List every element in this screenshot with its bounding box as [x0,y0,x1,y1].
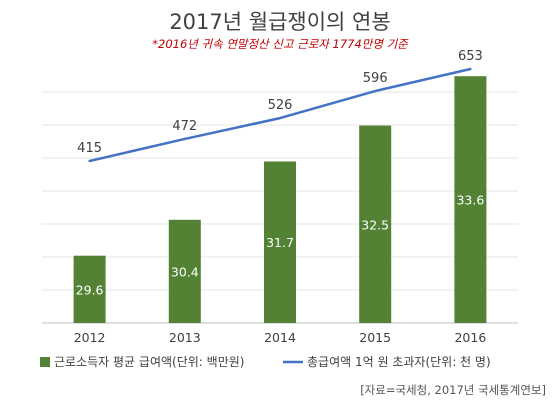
x-tick-label: 2016 [454,330,486,345]
source-note: [자료=국세청, 2017년 국세통계연보] [360,383,546,397]
line-series [88,67,472,163]
line-point [88,159,91,163]
line-value-label: 526 [268,98,293,113]
line-value-label: 415 [77,141,102,156]
line-value-label: 653 [458,49,483,64]
line-path [89,67,471,163]
bar-value-label: 32.5 [361,217,389,232]
x-tick-label: 2013 [169,330,201,345]
bar-value-label: 33.6 [456,193,484,208]
legend-label-bar: 근로소득자 평균 급여액(단위: 백만원) [54,355,244,369]
bar [264,161,296,323]
line-point [278,116,282,120]
bar [454,76,487,323]
x-tick-label: 2014 [264,330,296,345]
bar-value-label: 29.6 [76,282,104,297]
line-point [469,67,472,71]
legend-label-line: 총급여액 1억 원 초과자(단위: 천 명) [307,354,491,369]
legend-swatch-bar [40,357,50,367]
bar-value-label: 31.7 [266,235,294,250]
bar-value-label: 30.4 [171,264,199,279]
line-value-label: 596 [363,71,388,86]
line-data-labels: 415 472 526 596 653 [77,49,483,156]
x-tick-label: 2015 [359,330,391,345]
bar [73,255,106,323]
bar-series [73,76,487,323]
legend: 근로소득자 평균 급여액(단위: 백만원) 총급여액 1억 원 초과자(단위: 천… [40,354,491,369]
bar [168,219,201,323]
line-value-label: 472 [172,119,197,134]
chart-subtitle: *2016년 귀속 연말정산 신고 근로자 1774만명 기준 [152,37,408,51]
bar [359,125,392,323]
bar-data-labels: 29.6 30.4 31.7 32.5 33.6 [76,193,485,298]
x-tick-label: 2012 [74,330,106,345]
chart-title: 2017년 월급쟁이의 연봉 [169,10,391,34]
x-axis-ticks: 2012 2013 2014 2015 2016 [74,330,487,345]
line-point [183,137,186,141]
line-point [374,89,377,93]
